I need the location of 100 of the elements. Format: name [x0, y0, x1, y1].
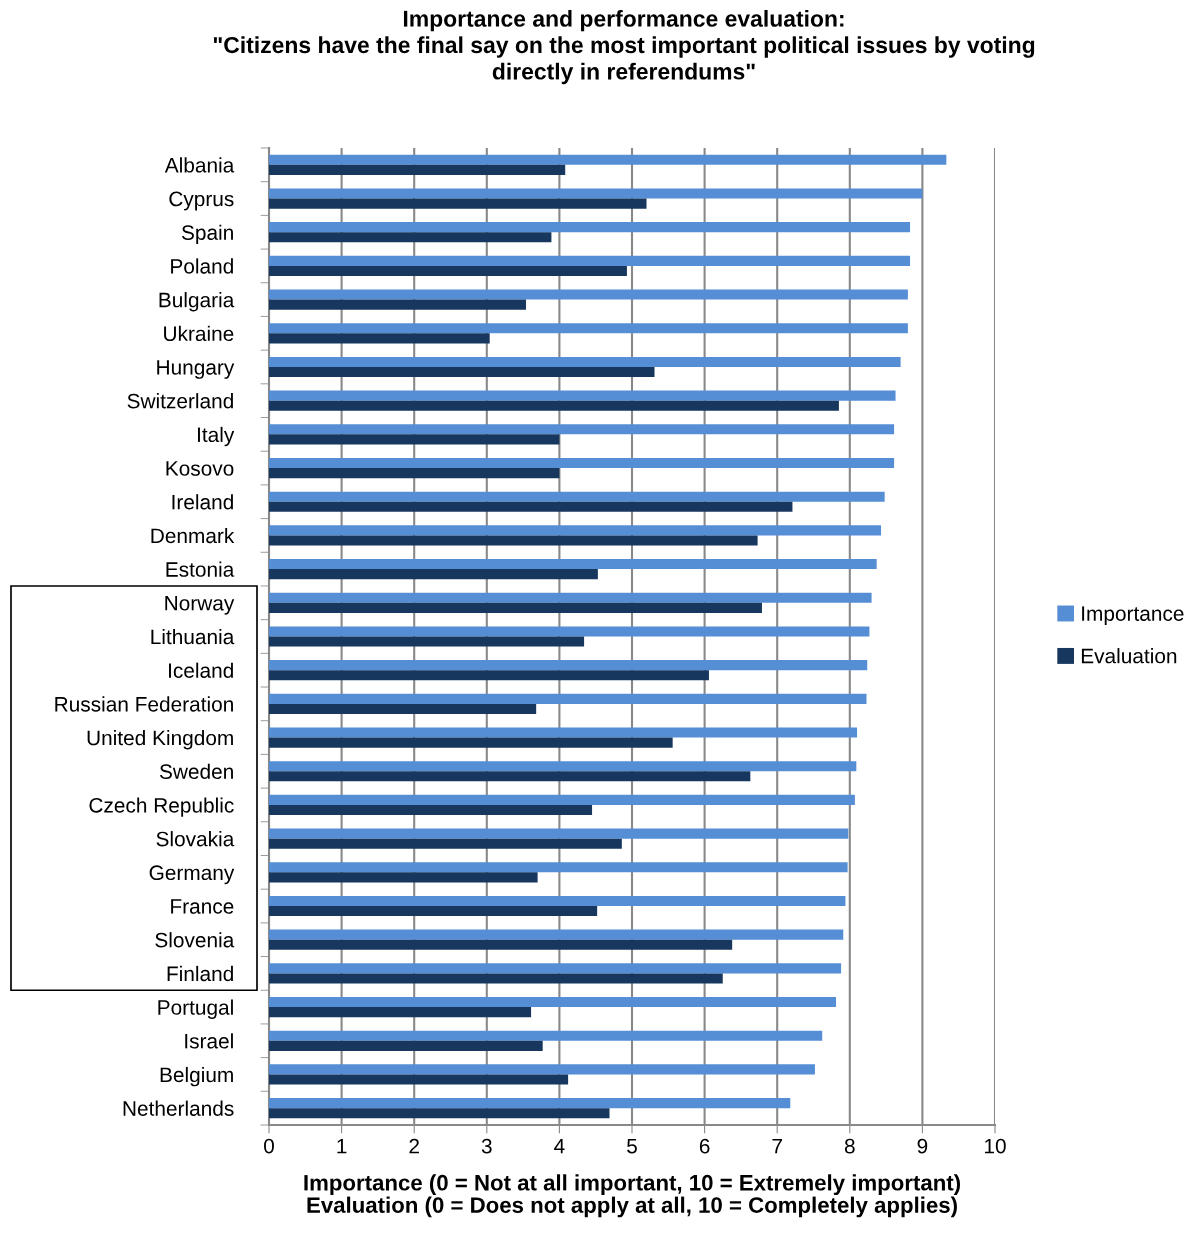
bar — [269, 366, 655, 378]
y-tick-label: Lithuania — [151, 628, 235, 645]
y-tick-label: Cyprus — [169, 191, 234, 211]
y-tick-label: Albania — [164, 157, 235, 173]
bar — [269, 602, 762, 613]
x-tick-label: 10 — [985, 1138, 1006, 1154]
x-tick-label: 5 — [627, 1138, 637, 1154]
bar — [269, 727, 858, 738]
bar — [269, 670, 709, 681]
bar — [269, 1030, 823, 1041]
bar — [269, 198, 647, 209]
bar — [269, 525, 882, 536]
bar — [269, 771, 751, 782]
bar — [269, 265, 627, 277]
y-tick-label: Russian Federation — [55, 696, 233, 712]
bar — [269, 255, 911, 266]
y-tick-label: Ukraine — [164, 325, 234, 342]
bar — [269, 559, 877, 570]
bar — [269, 660, 868, 671]
bar — [269, 703, 537, 714]
bar — [269, 222, 911, 233]
x-tick-label: 6 — [699, 1138, 710, 1154]
bar — [269, 693, 867, 704]
bar — [269, 804, 593, 816]
y-tick-label: Germany — [149, 865, 235, 885]
bar — [269, 400, 839, 411]
legend-label: Evaluation — [1081, 648, 1177, 664]
legend-label: Importance — [1082, 606, 1184, 626]
bar — [269, 872, 538, 883]
bar — [269, 468, 560, 479]
bar — [269, 939, 733, 950]
y-tick-label: Kosovo — [166, 461, 234, 476]
bar — [269, 390, 896, 401]
bar — [269, 1064, 815, 1075]
y-tick-label: Bulgaria — [159, 292, 235, 312]
bar — [269, 906, 598, 917]
bar — [269, 828, 849, 839]
bar — [269, 333, 490, 344]
bar — [269, 895, 846, 907]
bar — [269, 1074, 569, 1085]
bar — [269, 323, 908, 334]
y-tick-label: United Kingdom — [87, 730, 233, 750]
bar — [269, 996, 837, 1008]
y-tick-label: Ireland — [172, 494, 233, 510]
x-tick-label: 8 — [844, 1138, 855, 1154]
bar — [269, 963, 842, 974]
bar — [269, 232, 552, 243]
bar — [269, 929, 844, 940]
y-tick-label: Estonia — [166, 561, 235, 577]
bar — [269, 1007, 532, 1018]
bar — [269, 1040, 543, 1051]
y-tick-label: Denmark — [151, 527, 235, 544]
y-tick-label: France — [171, 899, 234, 914]
x-tick-label: 0 — [264, 1138, 274, 1154]
bar — [269, 299, 526, 310]
bar — [269, 973, 723, 984]
bar — [269, 434, 560, 445]
y-tick-label: Hungary — [157, 360, 235, 379]
bar — [269, 636, 585, 647]
x-tick-label: 3 — [481, 1138, 492, 1154]
bar — [269, 737, 673, 748]
x-tick-label: 1 — [337, 1138, 347, 1154]
x-tick-label: 2 — [409, 1138, 419, 1154]
x-tick-label: 7 — [772, 1138, 782, 1154]
bar — [269, 592, 872, 603]
chart-title: Importance and performance evaluation: "Citizens have the final say on the most important political issues by voting directly in referendums" — [213, 10, 1035, 85]
y-tick-label: Finland — [167, 965, 233, 982]
x-tick-label: 4 — [554, 1138, 565, 1154]
y-tick-label: Italy — [198, 426, 235, 447]
y-tick-label: Slovakia — [156, 831, 235, 847]
bar — [269, 424, 895, 435]
y-tick-label: Norway — [165, 596, 235, 615]
bar — [269, 862, 848, 873]
y-tick-label: Portugal — [158, 999, 233, 1019]
bar — [269, 761, 857, 772]
bar — [269, 491, 885, 502]
y-tick-label: Slovenia — [155, 932, 235, 948]
bar — [269, 794, 855, 805]
x-axis-title: Importance (0 = Not at all important, 10 = Extremely important) Evaluation (0 = Does not apply at all, 10 = Completely applies) — [304, 1174, 960, 1218]
bar — [269, 501, 793, 512]
bar — [269, 457, 895, 469]
bar — [269, 356, 901, 367]
y-tick-label: Belgium — [160, 1066, 233, 1087]
bar — [269, 289, 908, 300]
bar — [269, 164, 566, 175]
bar — [269, 188, 923, 199]
bar — [269, 535, 758, 546]
y-tick-label: Switzerland — [127, 393, 233, 409]
bar — [269, 154, 947, 165]
y-tick-label: Spain — [181, 224, 233, 245]
y-tick-label: Israel — [185, 1033, 233, 1049]
y-tick-label: Poland — [171, 258, 233, 274]
y-tick-label: Netherlands — [123, 1100, 234, 1116]
bar — [269, 569, 598, 580]
y-tick-label: Czech Republic — [89, 797, 234, 817]
bar — [269, 838, 622, 849]
bar — [269, 626, 870, 637]
bar — [269, 1098, 791, 1109]
y-tick-label: Sweden — [159, 763, 233, 780]
bar — [269, 1108, 610, 1119]
